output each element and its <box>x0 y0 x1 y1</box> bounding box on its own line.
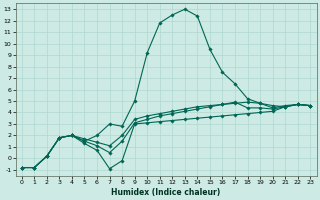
X-axis label: Humidex (Indice chaleur): Humidex (Indice chaleur) <box>111 188 221 197</box>
